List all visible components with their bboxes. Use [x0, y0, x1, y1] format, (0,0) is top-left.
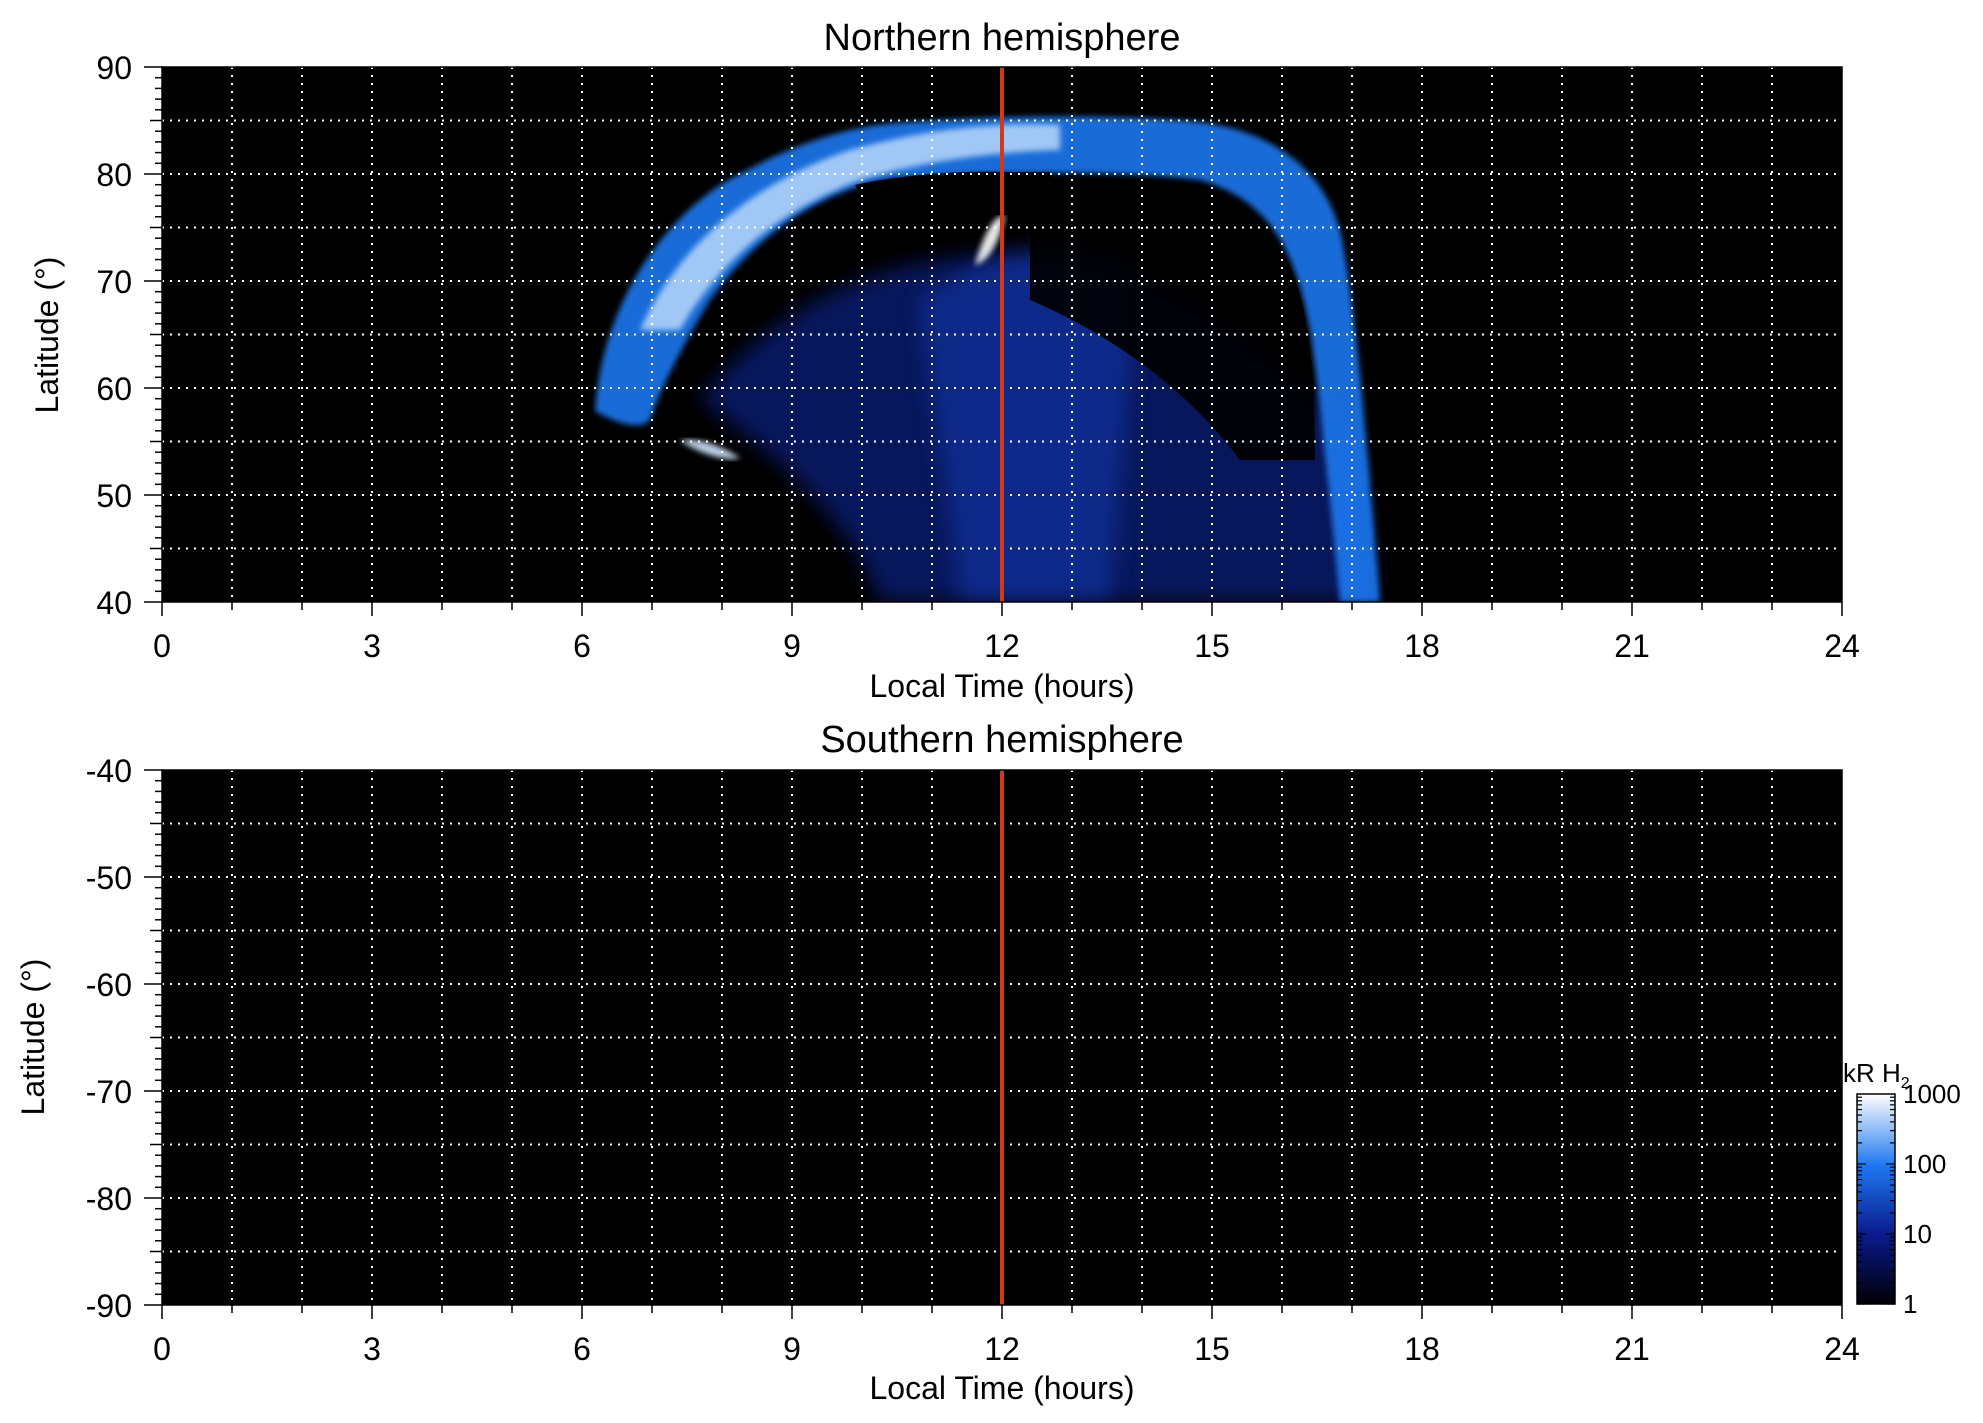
y-tick-label: 70: [96, 264, 132, 300]
y-tick-label: 90: [96, 50, 132, 86]
colorbar-scale: [1856, 1093, 1896, 1305]
y-tick-label: -50: [86, 860, 132, 896]
y-axis-label-southern: Latitude (°): [15, 959, 51, 1116]
x-tick-label: 18: [1404, 1331, 1440, 1367]
x-tick-label: 18: [1404, 628, 1440, 664]
x-tick-label: 0: [153, 1331, 171, 1367]
x-tick-label: 15: [1194, 628, 1230, 664]
colorbar-tick-label: 1000: [1903, 1079, 1961, 1109]
chart-title-southern: Southern hemisphere: [820, 719, 1183, 761]
colorbar-tick-label: 100: [1903, 1149, 1946, 1179]
diffuse-emission-core: [920, 246, 1140, 602]
colorbar-label-main: kR H: [1843, 1058, 1901, 1088]
colorbar-ticks: 1 10 100 1000: [1857, 1079, 1961, 1319]
x-ticks-northern: 0 3 6 9 12 15 18 21 24: [153, 602, 1860, 664]
x-tick-label: 15: [1194, 1331, 1230, 1367]
y-ticks-southern: -90 -80 -70 -60 -50 -40: [86, 753, 162, 1324]
x-tick-label: 3: [363, 1331, 381, 1367]
x-tick-label: 21: [1614, 1331, 1650, 1367]
y-tick-label: -60: [86, 967, 132, 1003]
dawn-spot: [680, 439, 740, 460]
x-tick-label: 12: [984, 1331, 1020, 1367]
colorbar-label-subscript: 2: [1901, 1075, 1910, 1092]
panel-southern: 0 3 6 9 12 15 18 21 24 -90 -80 -70 -60 -50 -40 Southe…: [15, 719, 1860, 1406]
y-tick-label: -40: [86, 753, 132, 789]
x-axis-label-northern: Local Time (hours): [870, 668, 1135, 704]
y-tick-label: -90: [86, 1288, 132, 1324]
y-tick-label: 80: [96, 157, 132, 193]
inner-dark-region: [1030, 213, 1315, 460]
y-axis-label-northern: Latitude (°): [29, 257, 65, 414]
x-tick-label: 6: [573, 628, 591, 664]
y-tick-label: 60: [96, 371, 132, 407]
x-ticks-southern: 0 3 6 9 12 15 18 21 24: [153, 1305, 1860, 1367]
y-tick-label: -80: [86, 1181, 132, 1217]
y-ticks-northern: 40 50 60 70 80 90: [96, 50, 162, 621]
x-tick-label: 12: [984, 628, 1020, 664]
colorbar: 1 10 100 1000 kR H2: [1843, 1058, 1961, 1319]
x-tick-label: 24: [1824, 1331, 1860, 1367]
x-tick-label: 0: [153, 628, 171, 664]
x-tick-label: 21: [1614, 628, 1650, 664]
colorbar-label: kR H2: [1843, 1058, 1910, 1092]
x-tick-label: 24: [1824, 628, 1860, 664]
y-tick-label: 50: [96, 478, 132, 514]
x-tick-label: 3: [363, 628, 381, 664]
x-tick-label: 9: [783, 628, 801, 664]
y-tick-label: 40: [96, 585, 132, 621]
x-tick-label: 9: [783, 1331, 801, 1367]
noon-spot: [975, 215, 1005, 265]
y-tick-label: -70: [86, 1074, 132, 1110]
colorbar-tick-label: 10: [1903, 1219, 1932, 1249]
x-tick-label: 6: [573, 1331, 591, 1367]
colorbar-tick-label: 1: [1903, 1289, 1917, 1319]
x-axis-label-southern: Local Time (hours): [870, 1370, 1135, 1406]
panel-northern: 0 3 6 9 12 15 18 21 24 40 50 60 70 80 90 Northern hem…: [29, 17, 1860, 704]
chart-title-northern: Northern hemisphere: [824, 17, 1181, 59]
